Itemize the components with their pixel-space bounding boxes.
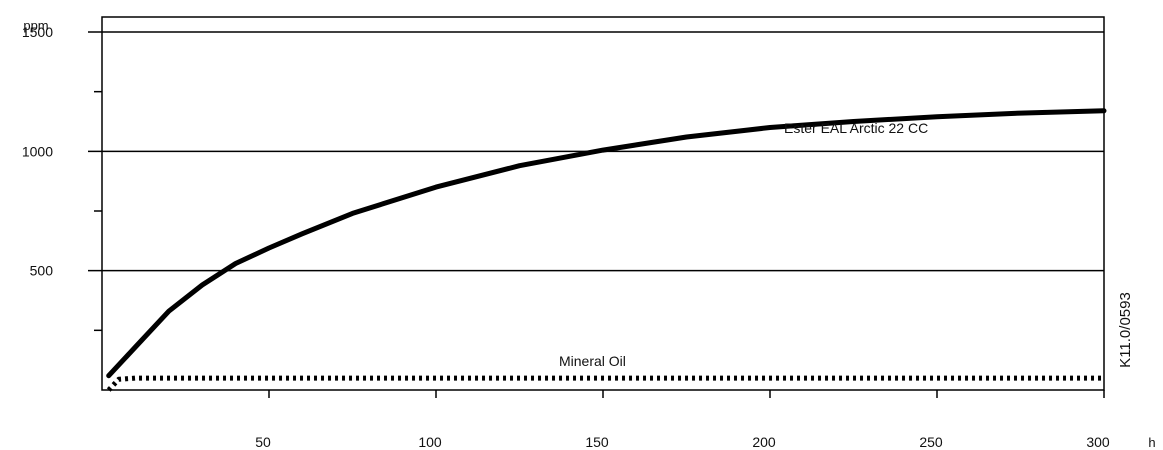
y-tick-label-500: 500 (30, 263, 54, 279)
series-label-mineral-oil: Mineral Oil (559, 353, 626, 369)
x-tick-label-150: 150 (585, 434, 609, 450)
series-group (106, 108, 1107, 392)
x-axis-unit: h (1148, 435, 1155, 450)
series-line-mineral-oil (106, 375, 1104, 392)
series-label-ester: Ester EAL Arctic 22 CC (784, 120, 928, 136)
x-tick-label-300: 300 (1086, 434, 1110, 450)
y-tick-label-1000: 1000 (22, 143, 53, 159)
x-axis: 50 100 150 200 250 300 h (255, 390, 1156, 450)
y-axis-unit: ppm (23, 18, 48, 33)
plot-frame (101, 16, 1105, 391)
x-tick-label-100: 100 (418, 434, 442, 450)
x-tick-label-50: 50 (255, 434, 271, 450)
x-tick-label-250: 250 (919, 434, 943, 450)
figure-code-label: K11.0/0593 (1117, 292, 1134, 368)
series-line-ester (106, 108, 1107, 379)
series-labels: Ester EAL Arctic 22 CC Mineral Oil K11.0/0… (559, 120, 1134, 369)
y-tick-label-1500: 1500 (22, 24, 53, 40)
x-tick-label-200: 200 (752, 434, 776, 450)
